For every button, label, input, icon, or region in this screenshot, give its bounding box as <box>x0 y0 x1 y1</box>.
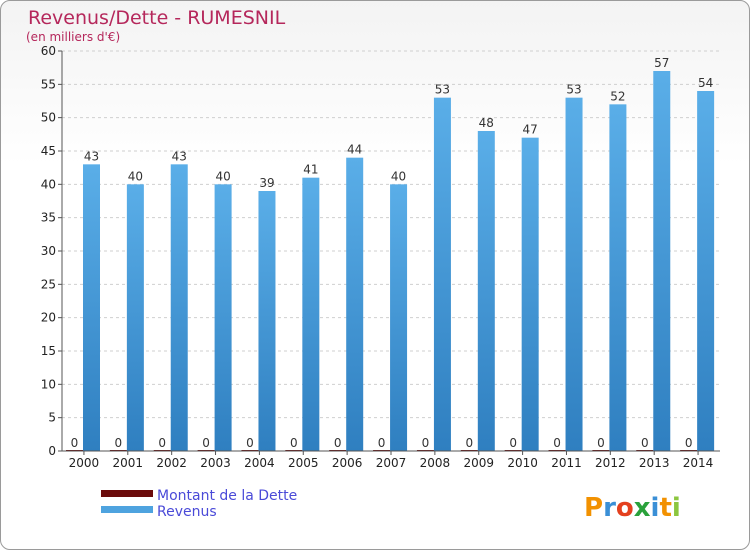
logo-letter: i <box>651 493 660 523</box>
x-tick-label: 2003 <box>200 456 231 470</box>
y-tick-label: 40 <box>41 177 56 191</box>
bar-revenue <box>521 137 539 451</box>
x-tick-label: 2007 <box>376 456 407 470</box>
data-label-revenue: 39 <box>259 176 274 190</box>
x-tick-label: 2004 <box>244 456 275 470</box>
y-tick-label: 0 <box>48 444 56 458</box>
y-tick-label: 20 <box>41 311 56 325</box>
y-tick-label: 50 <box>41 111 56 125</box>
x-tick-label: 2002 <box>156 456 187 470</box>
x-tick-label: 2001 <box>113 456 144 470</box>
bar-revenue <box>346 157 364 451</box>
y-tick-label: 55 <box>41 77 56 91</box>
data-label-revenue: 40 <box>391 169 406 183</box>
legend-label-revenue: Revenus <box>157 504 217 520</box>
logo-letter: x <box>634 493 651 523</box>
data-label-debt: 0 <box>685 436 693 450</box>
x-tick-label: 2000 <box>69 456 100 470</box>
x-tick-label: 2008 <box>420 456 451 470</box>
data-label-revenue: 41 <box>303 163 318 177</box>
x-tick-label: 2009 <box>463 456 494 470</box>
data-label-debt: 0 <box>553 436 561 450</box>
y-tick-label: 15 <box>41 344 56 358</box>
x-tick-label: 2013 <box>639 456 670 470</box>
bar-revenue <box>433 97 451 452</box>
logo-letter: t <box>659 493 671 523</box>
data-label-debt: 0 <box>115 436 123 450</box>
x-tick-label: 2012 <box>595 456 626 470</box>
data-label-debt: 0 <box>597 436 605 450</box>
legend-swatch-revenue <box>101 506 153 513</box>
data-label-debt: 0 <box>158 436 166 450</box>
bar-revenue <box>258 191 276 451</box>
logo-letter: i <box>672 493 681 523</box>
data-label-debt: 0 <box>71 436 79 450</box>
data-labels: 0 43 0 40 0 43 0 40 0 39 0 41 0 44 0 40 0 53 0 48 0 47 0 53 0 52 0… <box>71 56 714 450</box>
data-label-revenue: 48 <box>479 116 494 130</box>
logo-letter: P <box>584 493 603 523</box>
y-tick-label: 35 <box>41 211 56 225</box>
x-tick-label: 2014 <box>683 456 714 470</box>
bar-revenue <box>653 71 671 451</box>
data-label-debt: 0 <box>202 436 210 450</box>
legend: Montant de la Dette Revenus <box>101 488 297 520</box>
y-tick-label: 10 <box>41 377 56 391</box>
data-label-revenue: 52 <box>610 89 625 103</box>
bar-revenue <box>609 104 627 451</box>
data-label-revenue: 40 <box>215 169 230 183</box>
data-label-revenue: 54 <box>698 76 713 90</box>
y-tick-label: 30 <box>41 244 56 258</box>
bar-revenue <box>477 131 495 451</box>
logo-letter: o <box>616 493 634 523</box>
data-label-debt: 0 <box>641 436 649 450</box>
bar-revenue <box>214 184 232 452</box>
bar-revenue <box>697 91 715 451</box>
proxiti-logo: Proxiti <box>584 493 681 523</box>
data-label-debt: 0 <box>509 436 517 450</box>
y-tick-label: 25 <box>41 277 56 291</box>
chart-subtitle: (en milliers d'€) <box>26 30 120 44</box>
x-tick-label: 2011 <box>551 456 582 470</box>
x-tick-label: 2010 <box>507 456 538 470</box>
logo-letter: r <box>603 493 616 523</box>
data-label-revenue: 53 <box>435 83 450 97</box>
data-label-revenue: 43 <box>84 149 99 163</box>
x-tick-label: 2006 <box>332 456 363 470</box>
data-label-revenue: 43 <box>172 149 187 163</box>
y-axis-ticks: 0 5 10 15 20 25 30 35 40 45 50 55 60 <box>41 44 62 458</box>
bars <box>66 71 715 452</box>
chart-title: Revenus/Dette - RUMESNIL <box>28 7 286 29</box>
data-label-debt: 0 <box>290 436 298 450</box>
data-label-revenue: 57 <box>654 56 669 70</box>
data-label-revenue: 44 <box>347 143 362 157</box>
x-axis-ticks: 2000 2001 2002 2003 2004 2005 2006 2007 2008 2009… <box>69 451 714 470</box>
data-label-debt: 0 <box>246 436 254 450</box>
bar-revenue <box>170 164 188 452</box>
data-label-debt: 0 <box>465 436 473 450</box>
bar-revenue <box>302 177 320 451</box>
data-label-debt: 0 <box>422 436 430 450</box>
y-tick-label: 5 <box>48 411 56 425</box>
legend-label-debt: Montant de la Dette <box>157 488 297 504</box>
y-tick-label: 45 <box>41 144 56 158</box>
data-label-revenue: 53 <box>566 83 581 97</box>
data-label-debt: 0 <box>334 436 342 450</box>
bar-revenue <box>390 184 408 452</box>
legend-swatch-debt <box>101 490 153 497</box>
bar-revenue <box>83 164 100 452</box>
x-tick-label: 2005 <box>288 456 319 470</box>
bar-revenue <box>565 97 583 452</box>
data-label-revenue: 47 <box>523 123 538 137</box>
y-tick-label: 60 <box>41 44 56 58</box>
data-label-revenue: 40 <box>128 169 143 183</box>
bar-revenue <box>126 184 144 452</box>
data-label-debt: 0 <box>378 436 386 450</box>
